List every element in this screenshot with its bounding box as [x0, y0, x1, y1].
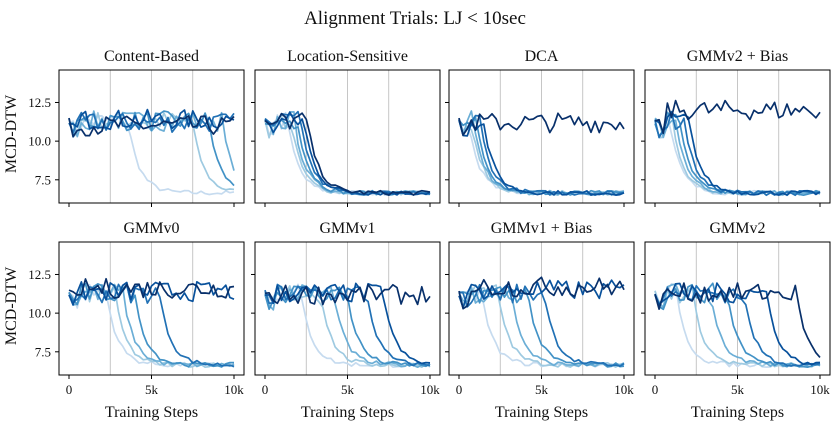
- series-line-5: [654, 282, 821, 366]
- y-tick-label: 10.0: [28, 306, 51, 321]
- series-line-2: [264, 284, 431, 369]
- series-line-3: [654, 282, 821, 369]
- panel-title: GMMv2 + Bias: [687, 48, 788, 65]
- y-tick-label: 7.5: [35, 344, 51, 359]
- x-tick-label: 5k: [145, 382, 159, 397]
- series-group: [68, 108, 235, 196]
- series-line-6: [264, 283, 431, 306]
- y-axis-label-bottom: MCD-DTW: [3, 266, 20, 345]
- panel-title: DCA: [525, 48, 559, 65]
- series-group: [458, 110, 625, 197]
- x-axis-label: Training Steps: [691, 404, 784, 421]
- x-tick-label: 0: [456, 382, 463, 397]
- series-line-6: [458, 276, 625, 310]
- series-line-6: [264, 112, 431, 196]
- y-tick-label: 7.5: [35, 172, 51, 187]
- series-line-6: [68, 115, 235, 138]
- x-tick-label: 10k: [810, 382, 830, 397]
- panels-group: Content-Based 7.5 10.0 12.5 Location-Sensiti…: [28, 48, 831, 421]
- y-tick-label: 12.5: [28, 267, 51, 282]
- panel-6: GMMv1 + Bias 0 5k 10k Training Steps: [445, 220, 635, 421]
- series-line-6: [654, 282, 821, 358]
- panel-title: GMMv1 + Bias: [491, 220, 592, 237]
- series-line-5: [458, 119, 625, 196]
- y-axis-label-top: MCD-DTW: [3, 94, 20, 173]
- panel-title: Location-Sensitive: [287, 48, 408, 65]
- panel-2: DCA: [445, 48, 635, 207]
- series-group: [654, 282, 821, 369]
- series-group: [458, 276, 625, 368]
- series-line-4: [264, 283, 431, 367]
- panel-title: Content-Based: [104, 48, 199, 65]
- x-tick-label: 5k: [341, 382, 355, 397]
- panel-7: GMMv2 0 5k 10k Training Steps: [641, 220, 831, 421]
- series-line-3: [654, 111, 821, 197]
- panel-3: GMMv2 + Bias: [641, 48, 831, 207]
- y-tick-label: 12.5: [28, 95, 51, 110]
- figure-title: Alignment Trials: LJ < 10sec: [304, 8, 526, 29]
- series-line-6: [654, 99, 821, 135]
- series-group: [264, 282, 431, 369]
- x-tick-label: 5k: [731, 382, 745, 397]
- x-tick-label: 5k: [535, 382, 549, 397]
- series-line-5: [68, 280, 235, 306]
- x-axis-label: Training Steps: [105, 404, 198, 421]
- x-tick-label: 10k: [224, 382, 244, 397]
- series-line-6: [458, 112, 625, 137]
- series-line-3: [264, 285, 431, 368]
- series-line-5: [654, 111, 821, 196]
- x-tick-label: 0: [66, 382, 73, 397]
- y-tick-label: 10.0: [28, 134, 51, 149]
- x-axis-label: Training Steps: [495, 404, 588, 421]
- panel-5: GMMv1 0 5k 10k Training Steps: [251, 220, 441, 421]
- panel-title: GMMv0: [123, 220, 179, 237]
- panel-1: Location-Sensitive: [251, 48, 441, 207]
- series-group: [68, 277, 235, 369]
- series-group: [264, 110, 431, 197]
- panel-0: Content-Based 7.5 10.0 12.5: [28, 48, 245, 207]
- panel-4: GMMv0 0 5k 10k Training Steps 7.5 10.0 12.5: [28, 220, 245, 421]
- panel-title: GMMv2: [709, 220, 765, 237]
- series-line-5: [458, 279, 625, 309]
- series-group: [654, 99, 821, 197]
- x-tick-label: 10k: [420, 382, 440, 397]
- x-axis-label: Training Steps: [301, 404, 394, 421]
- series-line-4: [68, 283, 235, 368]
- series-line-6: [68, 277, 235, 299]
- x-tick-label: 0: [262, 382, 269, 397]
- x-tick-label: 10k: [614, 382, 634, 397]
- panel-title: GMMv1: [319, 220, 375, 237]
- x-tick-label: 0: [652, 382, 659, 397]
- series-line-2: [458, 286, 625, 368]
